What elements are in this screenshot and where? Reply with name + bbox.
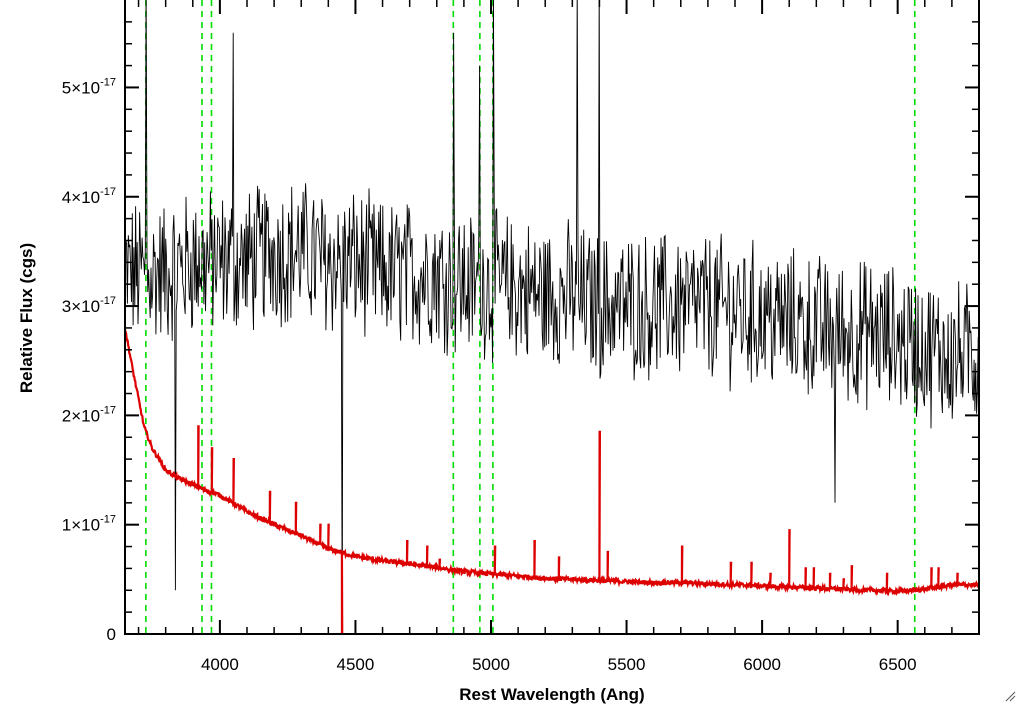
resize-grip-icon[interactable] [1004,690,1016,702]
series-black-spectrum [125,0,979,634]
y-axis-label: Relative Flux (cgs) [17,243,36,393]
x-tick-label: 4000 [201,655,239,674]
y-axis-ticks: 0 1×10-17 2×10-17 3×10-17 4×10-17 5×10-17 [62,21,979,644]
y-tick-label: 4×10-17 [62,186,116,207]
y-tick-label: 1×10-17 [62,514,116,535]
series-red-model [125,329,979,634]
x-tick-label: 4500 [337,655,375,674]
x-tick-label: 5500 [608,655,646,674]
y-tick-label: 2×10-17 [62,404,116,425]
y-tick-label: 0 [107,625,116,644]
x-axis-ticks: 4000 4500 5000 5500 6000 6500 [137,0,953,674]
plot-frame [124,0,980,635]
x-tick-label: 6500 [879,655,917,674]
x-tick-label: 6000 [743,655,781,674]
emission-line-markers [145,0,916,634]
y-tick-label: 5×10-17 [62,76,116,97]
y-tick-label: 3×10-17 [62,295,116,316]
x-axis-label: Rest Wavelength (Ang) [459,685,644,704]
x-tick-label: 5000 [472,655,510,674]
series-layer [125,0,979,634]
plot-border [124,0,980,635]
